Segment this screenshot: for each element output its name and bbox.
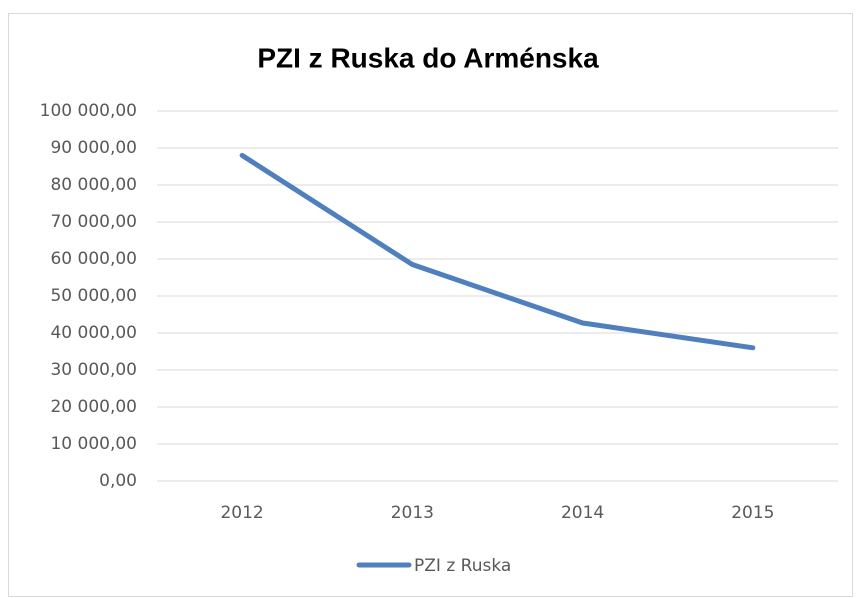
y-tick-label: 40 000,00 [50,323,137,343]
y-tick-label: 50 000,00 [50,286,137,306]
y-tick-label: 70 000,00 [50,212,137,232]
y-tick-label: 100 000,00 [40,101,137,121]
legend-label: PZI z Ruska [414,556,511,576]
x-tick-label: 2015 [731,503,774,523]
data-line [239,152,756,351]
y-tick-label: 0,00 [99,471,137,491]
y-tick-label: 10 000,00 [50,434,137,454]
x-tick-label: 2012 [220,503,263,523]
y-tick-label: 30 000,00 [50,360,137,380]
chart-title: PZI z Ruska do Arménska [257,42,599,73]
y-tick-label: 60 000,00 [50,249,137,269]
x-tick-label: 2014 [561,503,604,523]
y-tick-label: 90 000,00 [50,138,137,158]
x-tick-label: 2013 [391,503,434,523]
y-tick-label: 20 000,00 [50,397,137,417]
y-tick-label: 80 000,00 [50,175,137,195]
